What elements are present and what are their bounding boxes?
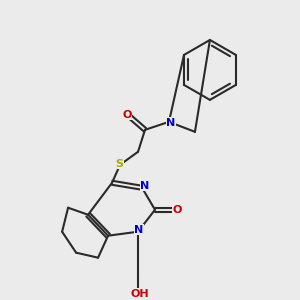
Text: OH: OH xyxy=(131,289,149,298)
Text: N: N xyxy=(134,225,144,235)
Text: N: N xyxy=(166,118,176,128)
Text: S: S xyxy=(115,159,123,169)
Text: N: N xyxy=(140,181,150,191)
Text: O: O xyxy=(172,205,182,215)
Text: O: O xyxy=(122,110,132,120)
